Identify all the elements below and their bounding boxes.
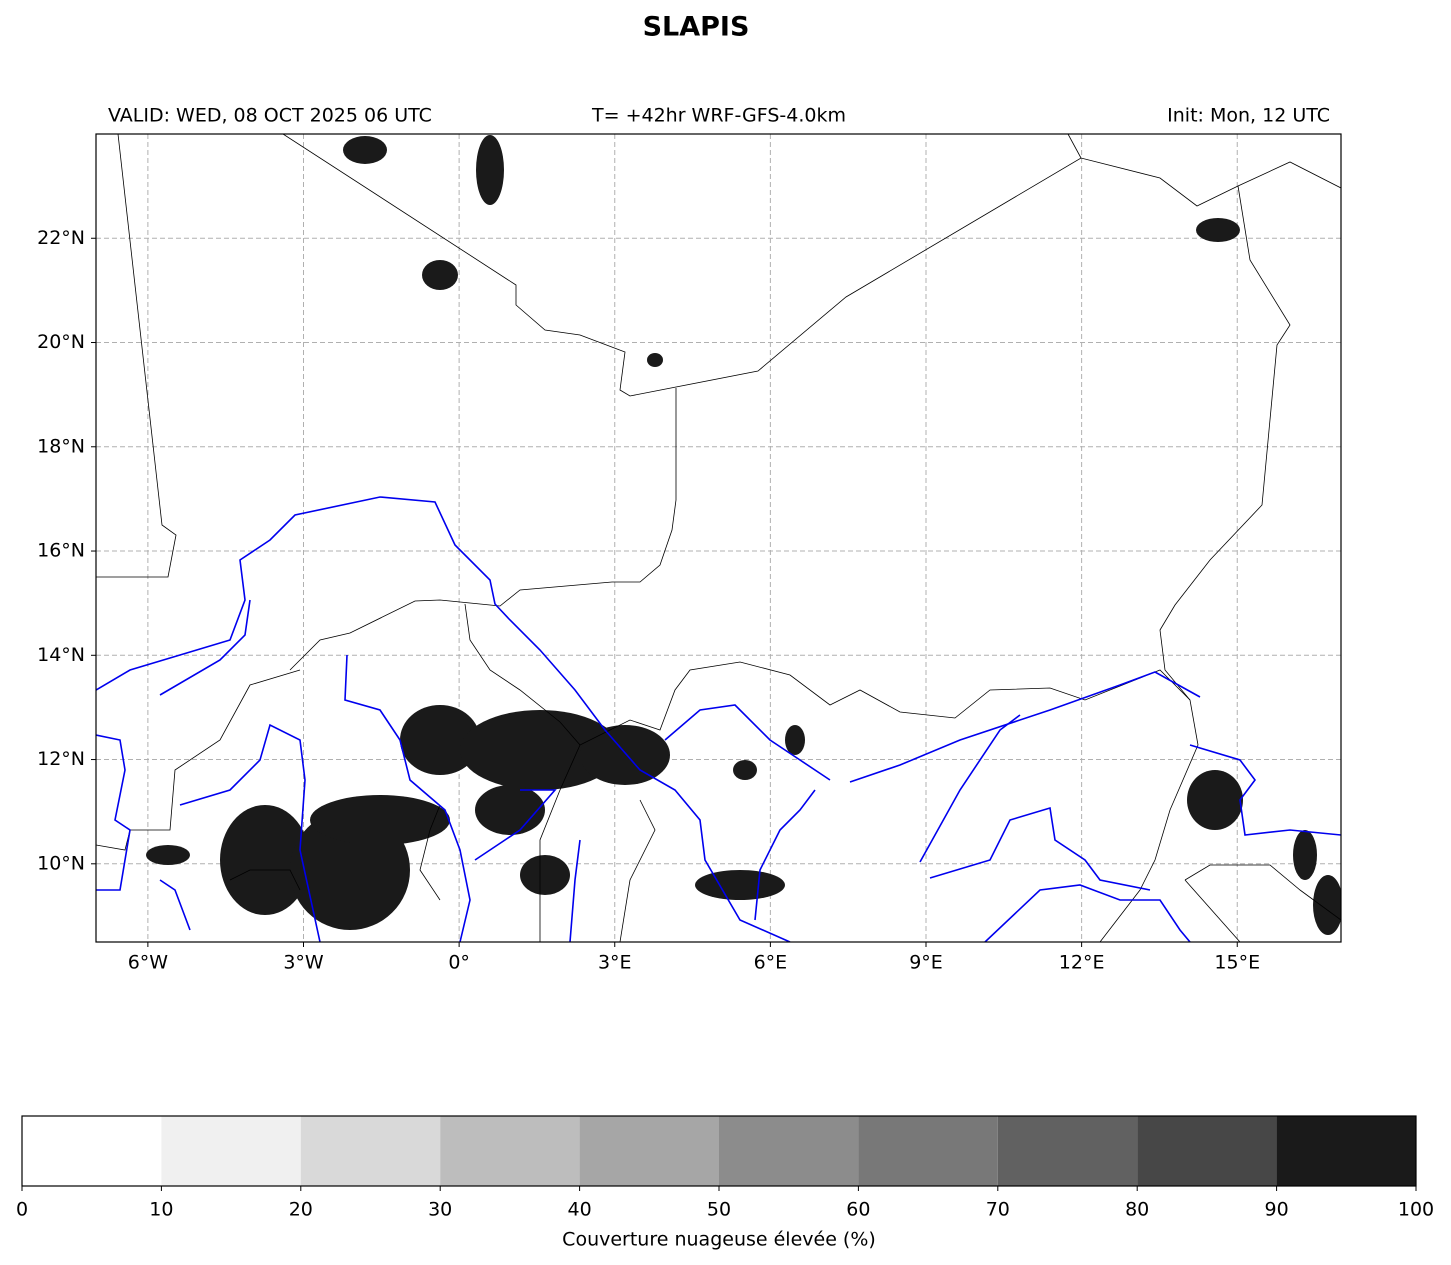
x-tick-label: 0° <box>448 952 470 974</box>
colorbar-tick-label: 80 <box>1125 1199 1149 1221</box>
y-tick-label: 20°N <box>37 331 85 353</box>
colorbar-tick-label: 70 <box>986 1199 1010 1221</box>
colorbar-tick-label: 0 <box>16 1199 28 1221</box>
y-tick-label: 18°N <box>37 435 85 457</box>
colorbar: 0 10 20 30 40 50 60 70 80 90 100 <box>16 1115 1434 1221</box>
init-time: Init: Mon, 12 UTC <box>1167 105 1330 127</box>
colorbar-segment <box>1276 1116 1416 1186</box>
colorbar-tick-label: 10 <box>149 1199 173 1221</box>
title: SLAPIS <box>643 12 750 43</box>
colorbar-tick-label: 30 <box>428 1199 452 1221</box>
colorbar-tick-label: 100 <box>1398 1199 1434 1221</box>
map-frame <box>95 133 1342 943</box>
colorbar-tick-label: 40 <box>568 1199 592 1221</box>
run-info: T= +42hr WRF-GFS-4.0km <box>591 105 846 127</box>
x-tick-label: 15°E <box>1214 952 1260 974</box>
colorbar-tick-label: 90 <box>1265 1199 1289 1221</box>
colorbar-tick-label: 60 <box>846 1199 870 1221</box>
colorbar-segment <box>579 1116 719 1186</box>
rivers <box>96 496 1341 942</box>
colorbar-segment <box>440 1116 580 1186</box>
y-tick-label: 16°N <box>37 540 85 562</box>
y-tick-label: 22°N <box>37 227 85 249</box>
map-layers <box>96 134 1341 942</box>
colorbar-segment <box>858 1116 998 1186</box>
x-tick-label: 3°E <box>598 952 632 974</box>
colorbar-tick-label: 50 <box>707 1199 731 1221</box>
colorbar-segment <box>719 1116 859 1186</box>
y-tick-label: 14°N <box>37 644 85 666</box>
x-tick-label: 12°E <box>1059 952 1105 974</box>
colorbar-segment <box>22 1116 162 1186</box>
clouds <box>146 135 1341 935</box>
borders <box>96 134 1341 942</box>
x-tick-label: 6°E <box>754 952 788 974</box>
colorbar-tick-label: 20 <box>289 1199 313 1221</box>
y-tick-label: 12°N <box>37 748 85 770</box>
colorbar-segment <box>161 1116 301 1186</box>
x-tick-label: 3°W <box>283 952 324 974</box>
x-tick-label: 9°E <box>909 952 943 974</box>
colorbar-label: Couverture nuageuse élevée (%) <box>562 1229 876 1251</box>
x-tick-label: 6°W <box>128 952 169 974</box>
valid-time: VALID: WED, 08 OCT 2025 06 UTC <box>108 105 432 127</box>
colorbar-segment <box>300 1116 441 1186</box>
y-tick-label: 10°N <box>37 852 85 874</box>
colorbar-segment <box>997 1116 1138 1186</box>
colorbar-segment <box>1137 1116 1277 1186</box>
